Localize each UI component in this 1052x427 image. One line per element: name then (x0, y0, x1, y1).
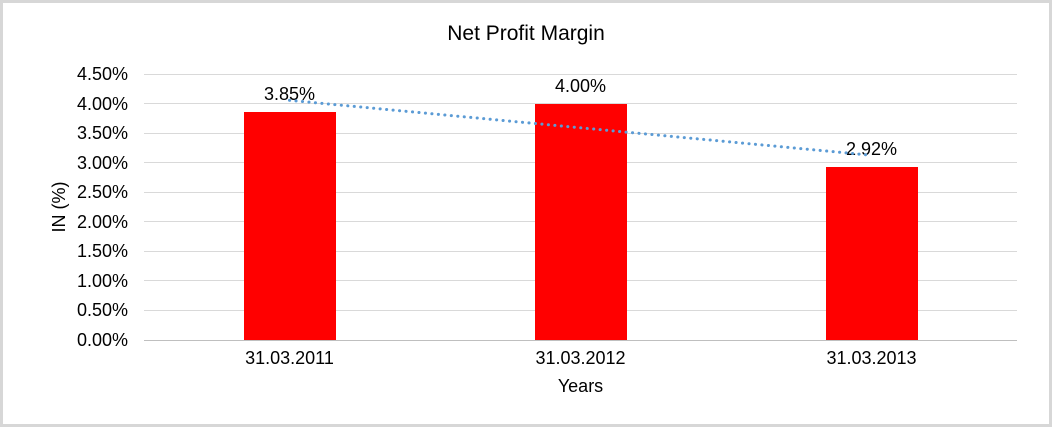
y-tick-label: 1.00% (76, 270, 128, 291)
bar-31.03.2011 (243, 112, 336, 340)
y-tick-label: 2.00% (76, 211, 128, 232)
data-label: 4.00% (554, 75, 607, 96)
bar-31.03.2013 (825, 167, 918, 340)
y-tick-label: 0.00% (76, 330, 128, 350)
x-category-label: 31.03.2012 (535, 348, 626, 368)
x-category-label: 31.03.2011 (245, 348, 334, 368)
chart-title: Net Profit Margin (447, 22, 605, 45)
y-tick-label: 3.00% (76, 152, 128, 173)
gridline (144, 73, 1017, 75)
y-tick-label: 4.50% (76, 64, 128, 84)
y-tick-label: 2.50% (76, 182, 128, 203)
y-tick-label: 0.50% (76, 300, 128, 321)
y-tick-label: 4.00% (76, 93, 128, 114)
x-axis-line (144, 339, 1017, 341)
y-tick-label: 1.50% (76, 241, 128, 262)
x-category-label: 31.03.2013 (826, 348, 917, 368)
y-tick-label: 3.50% (76, 123, 128, 144)
x-axis-title: Years (557, 376, 604, 396)
data-label: 2.92% (845, 139, 898, 160)
data-label: 3.85% (263, 84, 316, 105)
bar-31.03.2012 (534, 103, 627, 340)
